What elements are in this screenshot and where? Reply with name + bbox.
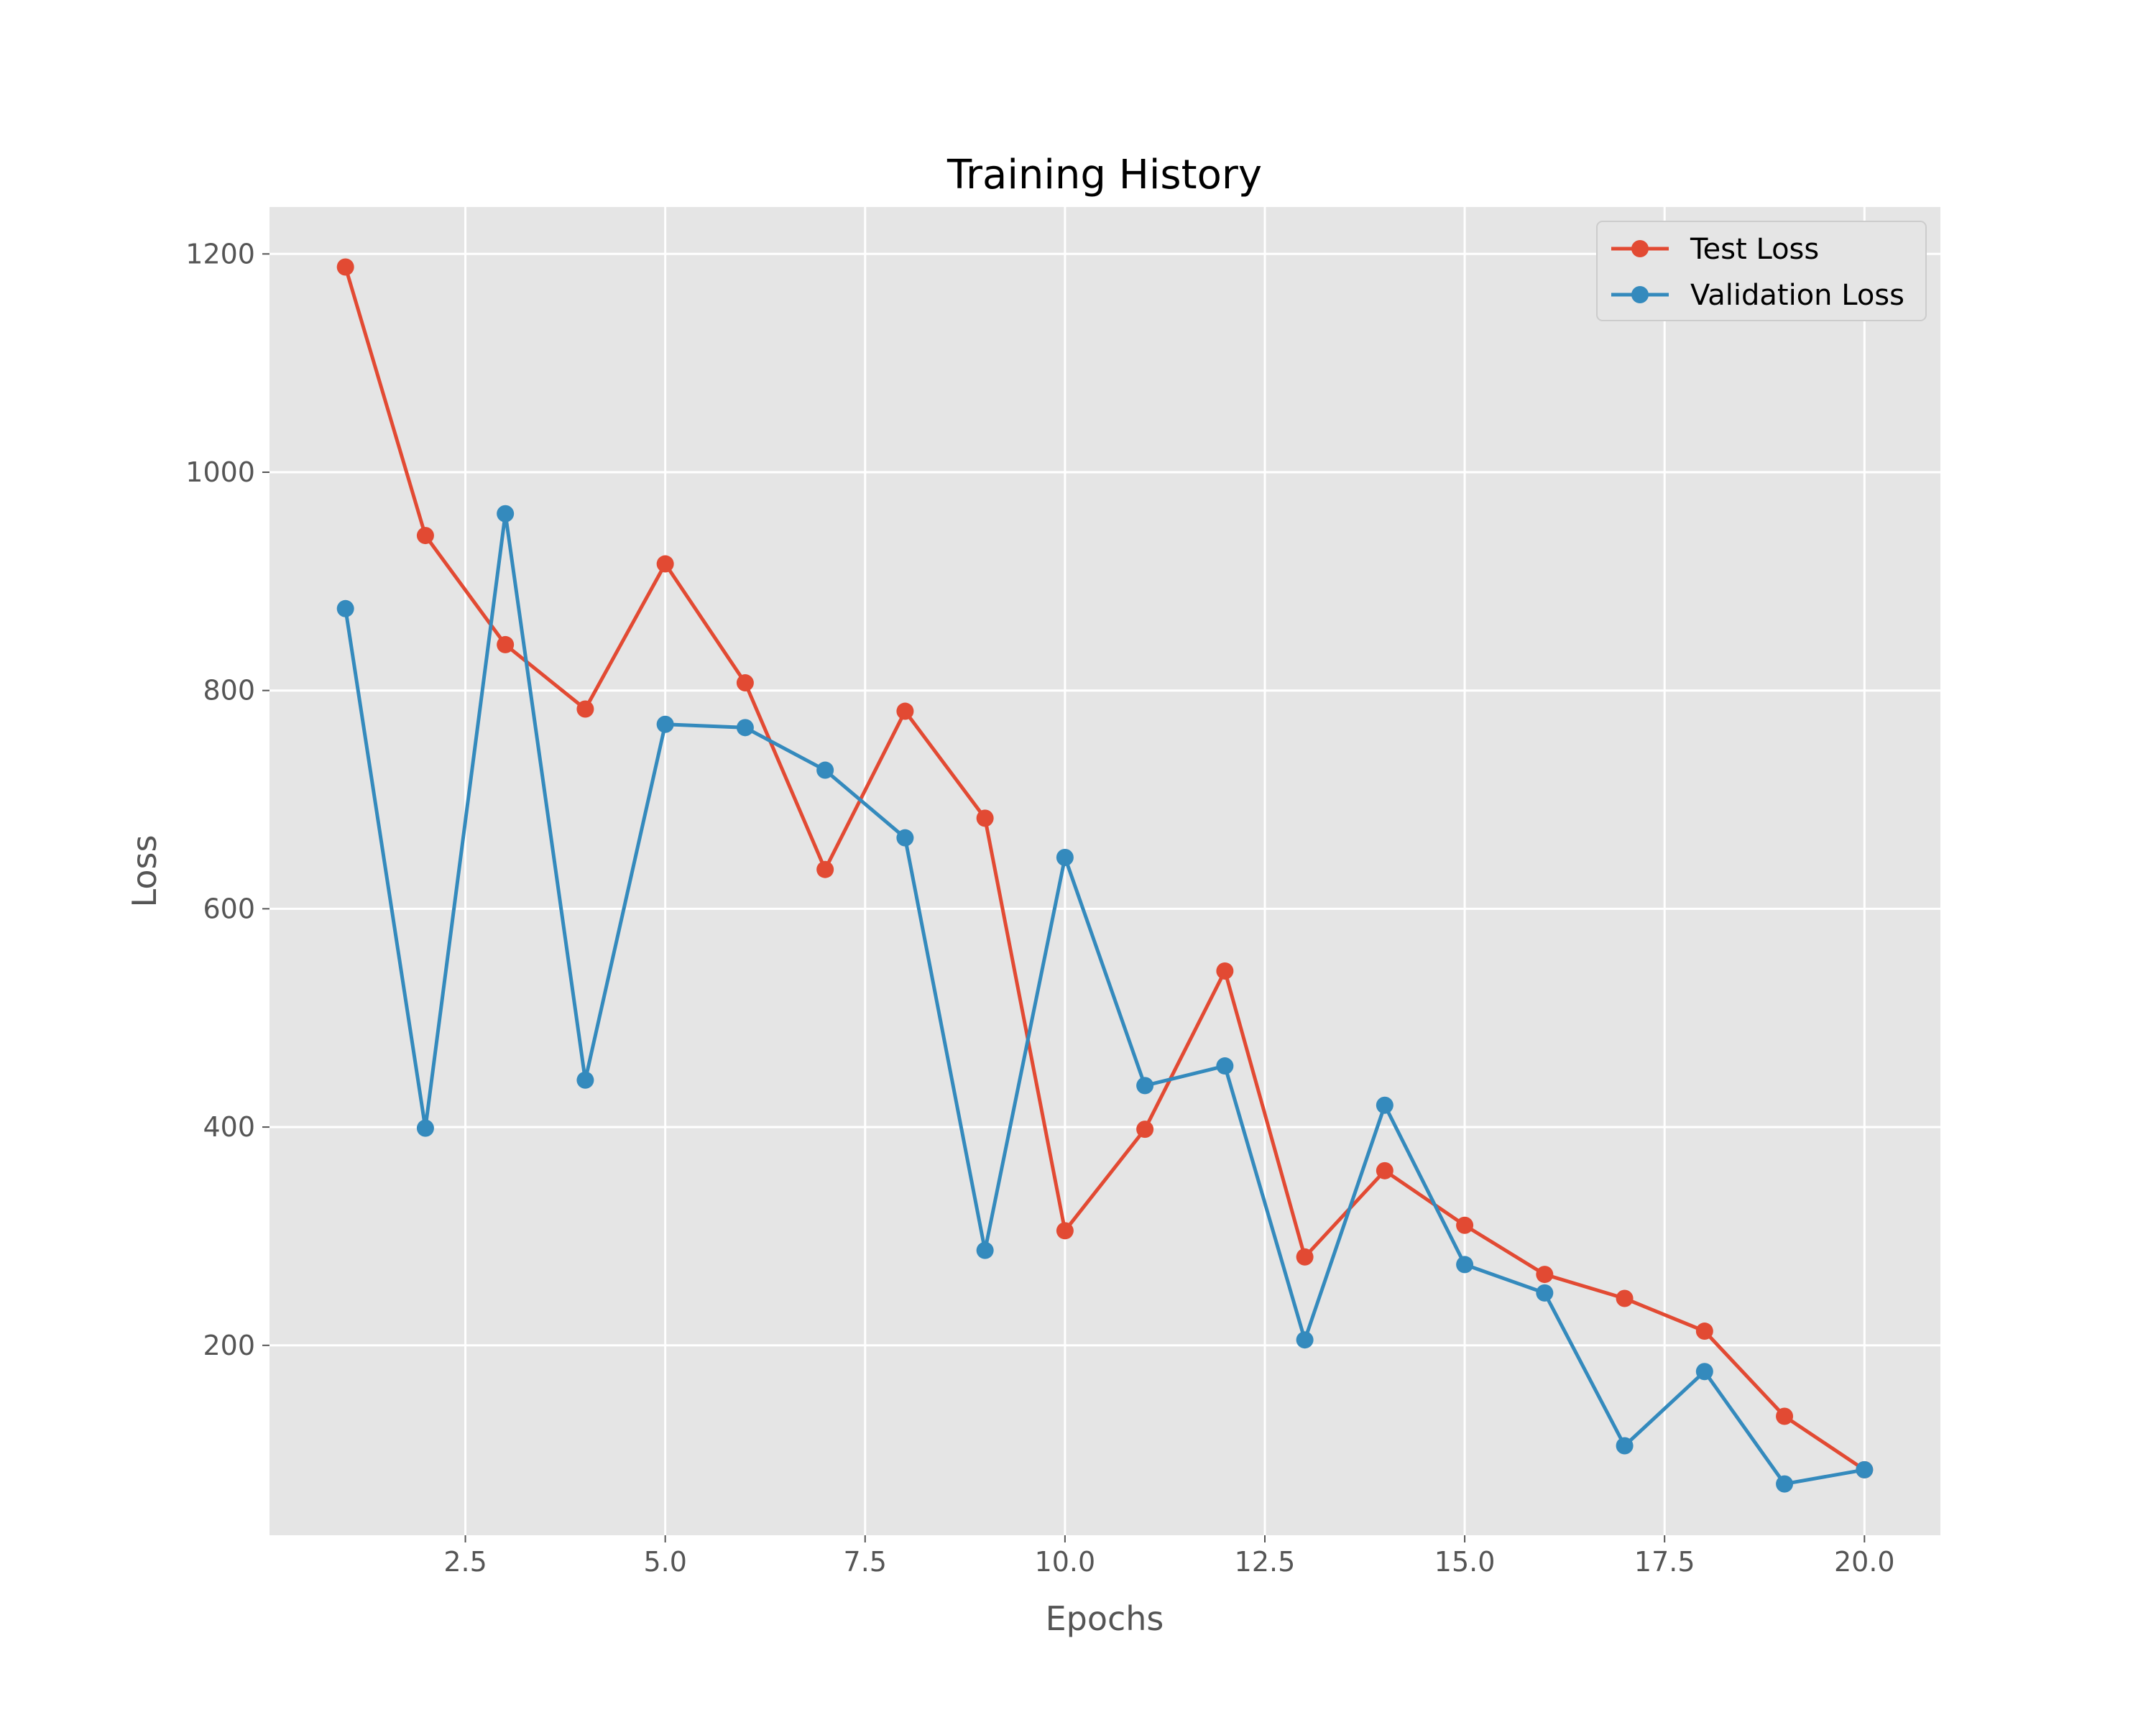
y-tick-label: 1000	[185, 456, 255, 488]
x-axis-label: Epochs	[1046, 1599, 1164, 1638]
data-point-validation-loss	[1296, 1331, 1314, 1349]
y-axis-label: Loss	[125, 835, 164, 908]
x-tick-label: 15.0	[1434, 1546, 1496, 1578]
data-point-validation-loss	[416, 1119, 434, 1137]
data-point-test-loss	[416, 527, 434, 545]
data-point-test-loss	[1376, 1162, 1393, 1179]
data-point-validation-loss	[1536, 1284, 1554, 1302]
data-point-test-loss	[736, 674, 754, 692]
data-point-test-loss	[497, 635, 515, 653]
data-point-validation-loss	[656, 715, 674, 733]
data-point-test-loss	[1536, 1266, 1554, 1284]
series-validation-loss	[336, 505, 1874, 1493]
y-tick-label: 800	[203, 675, 255, 707]
data-point-test-loss	[1056, 1222, 1074, 1240]
data-point-validation-loss	[816, 761, 834, 779]
data-point-validation-loss	[1136, 1077, 1154, 1095]
data-point-test-loss	[656, 555, 674, 573]
x-tick-label: 7.5	[844, 1546, 887, 1578]
x-tick-label: 17.5	[1634, 1546, 1695, 1578]
x-tick-label: 10.0	[1035, 1546, 1096, 1578]
data-point-validation-loss	[1616, 1437, 1634, 1455]
series-test-loss	[336, 258, 1874, 1478]
data-point-validation-loss	[1856, 1460, 1874, 1478]
legend-entry-test-loss: Test Loss	[1611, 233, 1819, 266]
plot-area	[270, 207, 1940, 1535]
legend-label: Validation Loss	[1690, 279, 1904, 312]
data-point-validation-loss	[1216, 1057, 1234, 1075]
series-line-validation-loss	[344, 512, 1865, 1486]
series-layer	[336, 258, 1874, 1493]
data-point-validation-loss	[497, 505, 515, 523]
x-tick-label: 2.5	[443, 1546, 487, 1578]
legend-label: Test Loss	[1690, 233, 1819, 266]
data-point-test-loss	[1456, 1216, 1474, 1234]
legend-box	[1596, 221, 1927, 321]
data-point-validation-loss	[1776, 1475, 1794, 1493]
data-point-test-loss	[1776, 1407, 1794, 1425]
series-line-test-loss	[344, 266, 1866, 1471]
x-tick-label: 20.0	[1834, 1546, 1895, 1578]
data-point-test-loss	[1136, 1121, 1154, 1138]
y-tick-label: 600	[203, 893, 255, 924]
data-point-validation-loss	[1376, 1096, 1393, 1114]
data-point-validation-loss	[336, 599, 354, 617]
data-point-test-loss	[976, 809, 994, 827]
data-point-validation-loss	[1456, 1256, 1474, 1274]
y-axis-ticks: 200 400 600 800 1000 1200	[185, 238, 270, 1361]
y-tick-label: 200	[203, 1330, 255, 1361]
legend-marker	[1631, 240, 1649, 257]
data-point-test-loss	[896, 702, 914, 720]
legend-marker	[1631, 286, 1649, 303]
data-point-test-loss	[1216, 962, 1234, 980]
chart-title: Training History	[946, 152, 1262, 198]
data-point-test-loss	[336, 258, 354, 276]
data-point-test-loss	[1296, 1248, 1314, 1266]
y-tick-label: 1200	[185, 238, 255, 270]
legend-entry-validation-loss: Validation Loss	[1611, 279, 1904, 312]
y-tick-label: 400	[203, 1111, 255, 1143]
legend: Test Loss Validation Loss	[1596, 221, 1927, 321]
data-point-test-loss	[816, 860, 834, 878]
x-tick-label: 5.0	[643, 1546, 686, 1578]
data-point-test-loss	[1695, 1322, 1713, 1340]
data-point-validation-loss	[1695, 1363, 1713, 1381]
data-point-validation-loss	[576, 1071, 594, 1089]
data-point-test-loss	[1616, 1289, 1634, 1307]
data-point-validation-loss	[976, 1241, 994, 1259]
x-tick-label: 12.5	[1235, 1546, 1296, 1578]
data-point-validation-loss	[896, 829, 914, 847]
data-point-test-loss	[576, 700, 594, 718]
x-axis-ticks: 2.5 5.0 7.5 10.0 12.5 15.0 17.5 20.0	[443, 1535, 1895, 1578]
data-point-validation-loss	[736, 719, 754, 737]
data-point-validation-loss	[1056, 849, 1074, 867]
